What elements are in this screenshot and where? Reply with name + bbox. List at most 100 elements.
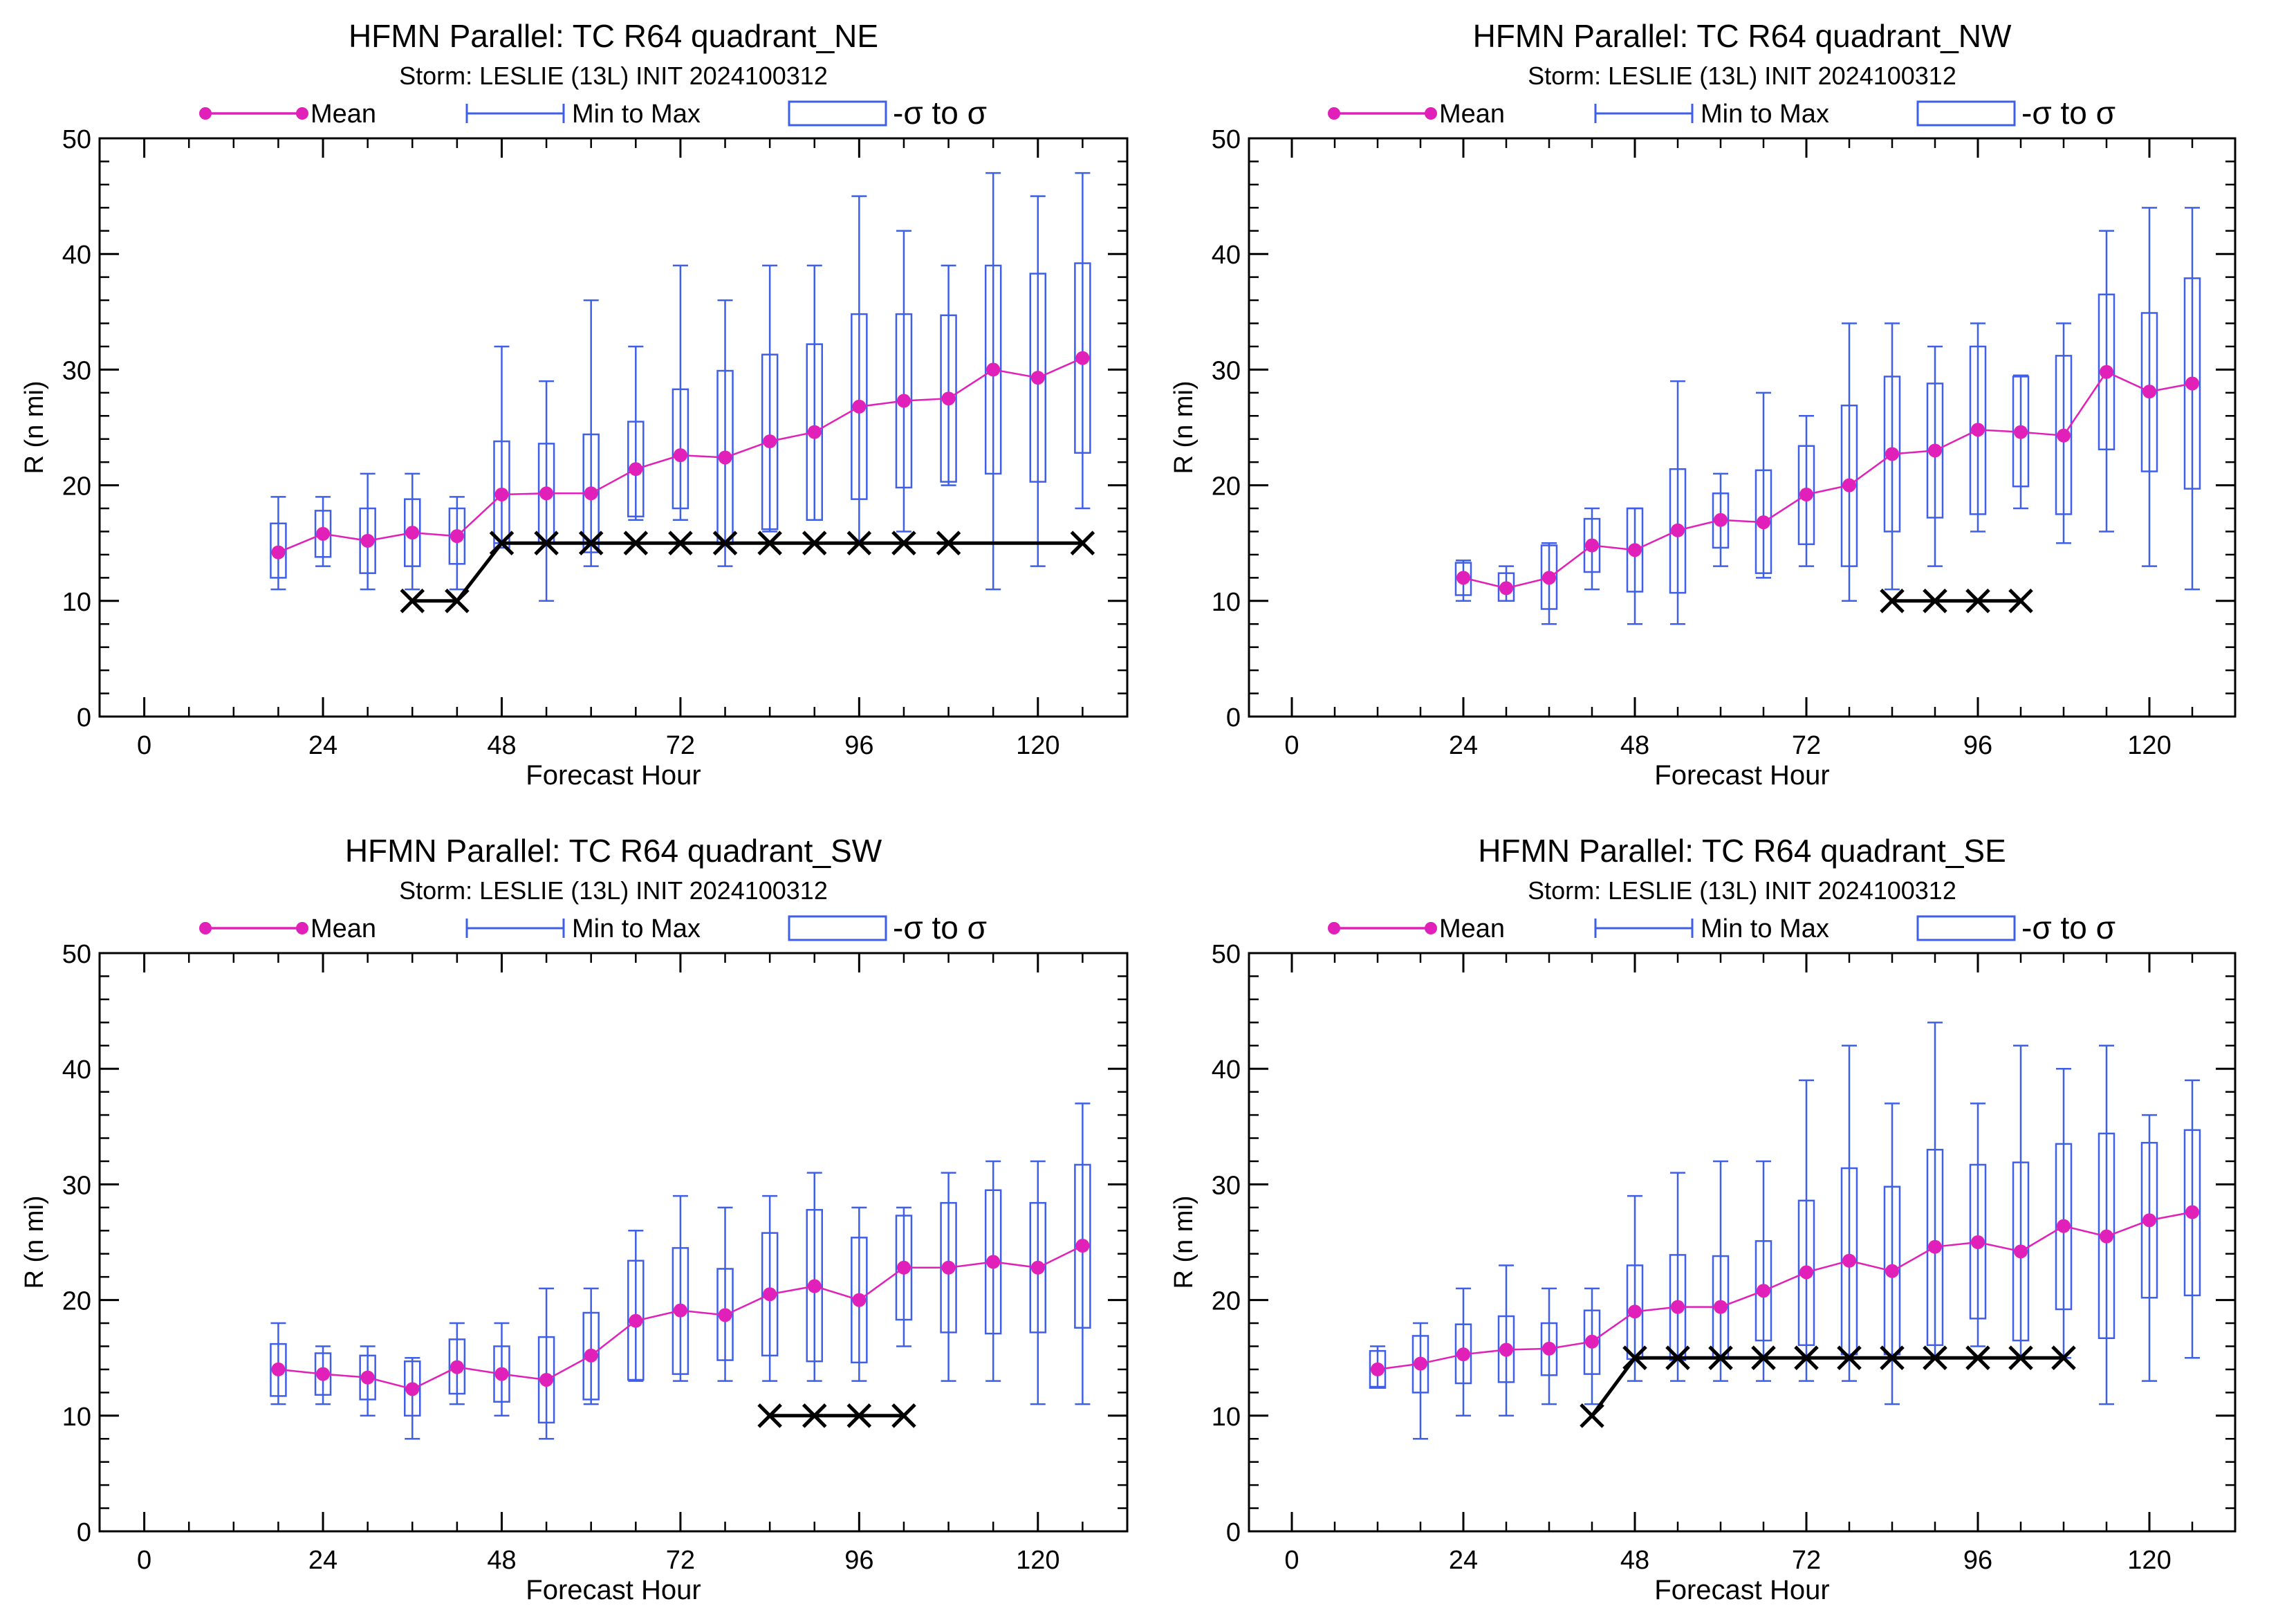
mean-point — [807, 425, 822, 439]
sigma-box — [806, 343, 823, 522]
sigma-box — [2183, 277, 2201, 490]
x-tick-label: 120 — [1016, 1546, 1059, 1575]
best-track-marker — [1580, 1403, 1604, 1428]
best-track-marker — [846, 530, 872, 555]
best-track-marker — [2051, 1345, 2076, 1370]
best-track-x — [1880, 1345, 1905, 1370]
best-track-marker — [891, 530, 916, 555]
box-84 — [761, 264, 779, 533]
box-96 — [1969, 1102, 1987, 1347]
box-30 — [359, 472, 376, 591]
legend-mean-label: Mean — [311, 100, 376, 129]
best-track-marker — [1923, 1345, 1947, 1370]
best-track-x — [712, 530, 738, 555]
chart-subtitle: Storm: LESLIE (13L) INIT 2024100312 — [399, 62, 828, 90]
box-120 — [1029, 1160, 1047, 1405]
sigma-box — [1883, 1185, 1901, 1356]
x-tick-label: 48 — [487, 1546, 516, 1575]
sigma-box — [1755, 1240, 1772, 1342]
x-tick-label: 24 — [308, 731, 337, 760]
best-track-line — [412, 541, 1083, 603]
best-track-marker — [668, 530, 693, 555]
legend-mean-marker — [199, 107, 212, 120]
box-78 — [1840, 1044, 1858, 1382]
x-tick-label: 96 — [844, 1546, 873, 1575]
box-42 — [448, 496, 466, 591]
chart-title: HFMN Parallel: TC R64 quadrant_NE — [349, 18, 878, 54]
best-track-marker — [802, 1403, 827, 1428]
mean-point — [2014, 1244, 2028, 1259]
legend-mean-marker — [1425, 922, 1437, 934]
sigma-box — [1540, 544, 1558, 610]
mean-point — [1714, 1300, 1728, 1314]
sigma-box — [1797, 445, 1815, 546]
best-track-x — [489, 530, 515, 555]
y-tick-label: 30 — [62, 1171, 91, 1200]
legend-sigma-label: -σ to σ — [893, 95, 987, 131]
mean-point — [763, 1287, 777, 1302]
box-72 — [1797, 1079, 1815, 1382]
sigma-box — [984, 264, 1002, 475]
best-track-x — [1070, 530, 1095, 555]
best-track-marker — [1923, 589, 1947, 613]
y-tick-label: 20 — [62, 472, 91, 501]
x-tick-label: 48 — [487, 731, 516, 760]
mean-point — [2142, 1213, 2156, 1228]
mean-point — [584, 1348, 598, 1363]
box-108 — [940, 264, 957, 486]
best-track-marker — [1708, 1345, 1733, 1370]
y-tick-label: 40 — [1212, 241, 1241, 270]
chart-panel-2: HFMN Parallel: TC R64 quadrant_NW Storm: … — [1169, 18, 2237, 791]
box-114 — [2098, 1044, 2116, 1405]
y-tick-label: 10 — [62, 588, 91, 617]
y-tick-label: 0 — [77, 703, 91, 732]
x-axis-label: Forecast Hour — [526, 1575, 701, 1605]
box-114 — [984, 1160, 1002, 1382]
mean-point — [986, 1255, 1001, 1269]
legend-sigma-box — [1916, 100, 2016, 127]
best-track-marker — [489, 530, 515, 555]
sigma-box — [1669, 468, 1687, 594]
x-tick-label: 120 — [1016, 731, 1059, 760]
sigma-box — [1029, 1201, 1047, 1334]
sigma-box — [582, 1311, 600, 1401]
sigma-box — [493, 1345, 510, 1403]
y-tick-label: 10 — [1212, 588, 1241, 617]
box-96 — [851, 195, 868, 544]
mean-point — [1585, 538, 1599, 553]
box-54 — [1669, 1172, 1687, 1382]
mean-point — [2142, 385, 2156, 399]
legend-minmax-label: Min to Max — [572, 914, 701, 943]
mean-point — [1671, 1300, 1685, 1314]
box-84 — [1883, 1102, 1901, 1405]
sigma-box — [1074, 1163, 1091, 1329]
legend-mean-label: Mean — [311, 914, 376, 943]
box-54 — [537, 1287, 555, 1440]
best-track-x — [757, 530, 782, 555]
best-track-marker — [802, 530, 827, 555]
best-track-marker — [534, 530, 559, 555]
mean-line — [1463, 371, 2193, 589]
best-track-line — [1590, 1356, 2064, 1417]
mean-point — [673, 448, 687, 463]
legend-mean-marker — [199, 922, 212, 934]
y-tick-label: 50 — [1212, 940, 1241, 969]
mean-point — [986, 362, 1001, 377]
legend-sigma-box — [788, 100, 887, 127]
sigma-box — [984, 1189, 1002, 1335]
sigma-box — [851, 1237, 868, 1364]
plot-frame — [1248, 137, 2237, 718]
best-track-marker — [1751, 1345, 1776, 1370]
best-track-x — [802, 1403, 827, 1428]
best-track-marker — [1665, 1345, 1690, 1370]
best-track-marker — [578, 530, 604, 555]
y-tick-label: 10 — [1212, 1403, 1241, 1432]
sigma-box — [1926, 1148, 1944, 1347]
sigma-box — [1840, 1167, 1858, 1356]
box-108 — [940, 1172, 957, 1382]
mean-point — [360, 1370, 375, 1385]
mean-point — [2185, 376, 2199, 391]
best-track-marker — [1965, 589, 1990, 613]
y-tick-label: 50 — [62, 940, 91, 969]
legend-mean-marker — [296, 107, 308, 120]
